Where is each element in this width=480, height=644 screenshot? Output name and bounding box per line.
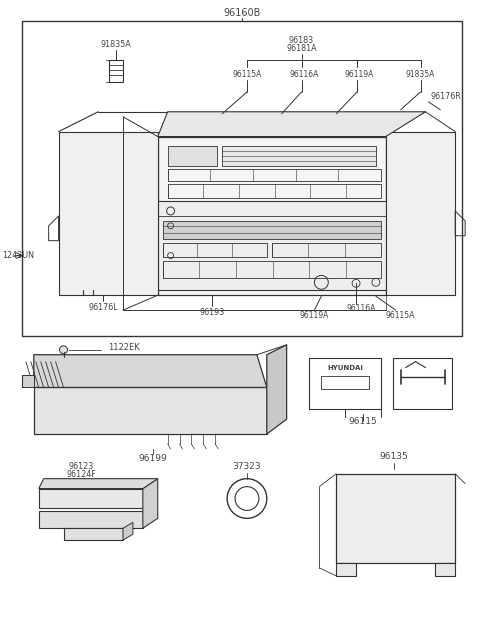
Text: 96123: 96123 [69,462,94,471]
Text: 96119A: 96119A [344,70,374,79]
Text: 91835A: 91835A [101,40,132,49]
Bar [359,491,431,546]
Text: 96181A: 96181A [286,44,317,53]
Polygon shape [39,478,158,489]
Bar [168,184,381,198]
Text: 96183: 96183 [289,36,314,45]
Bar [168,146,217,166]
Text: 96199: 96199 [138,455,167,463]
Text: 96115A: 96115A [386,310,415,319]
Bar [61,513,79,521]
Text: 96115: 96115 [348,417,377,426]
Polygon shape [39,511,143,528]
Text: 91835A: 91835A [406,70,435,79]
Bar [393,357,452,410]
Circle shape [60,346,68,354]
Text: 96116A: 96116A [346,303,376,312]
Bar [124,491,142,498]
Polygon shape [336,563,356,576]
Polygon shape [59,131,158,295]
Polygon shape [123,522,133,540]
Polygon shape [267,345,287,434]
Bar [103,513,121,521]
Bar [163,261,381,278]
Text: 96115A: 96115A [232,70,262,79]
Bar [310,357,381,410]
Polygon shape [34,355,267,388]
Bar [83,491,100,498]
Bar [103,491,121,498]
Text: 96193: 96193 [200,308,225,317]
Bar [222,146,376,166]
Bar [41,491,59,498]
Bar [22,21,462,336]
Text: 96116A: 96116A [290,70,319,79]
Text: 96176R: 96176R [431,92,461,101]
Polygon shape [63,528,123,540]
Bar [321,375,369,390]
Text: 96119A: 96119A [300,310,329,319]
Polygon shape [34,388,267,434]
Bar [41,513,59,521]
Polygon shape [39,489,143,508]
Bar [168,169,381,181]
Bar [109,60,123,82]
Bar [72,144,141,193]
Polygon shape [22,375,34,388]
Text: HYUNDAI: HYUNDAI [327,365,363,370]
Polygon shape [435,563,455,576]
Text: 1122EK: 1122EK [108,343,140,352]
Bar [163,243,267,256]
Bar [158,137,386,295]
Bar [272,243,381,256]
Bar [124,513,142,521]
Text: 37323: 37323 [233,462,261,471]
Text: 96160B: 96160B [223,8,261,17]
Text: 96124F: 96124F [67,470,96,479]
Text: 96135: 96135 [379,452,408,461]
Bar [158,201,386,290]
Text: 1243UN: 1243UN [2,251,34,260]
Polygon shape [143,478,158,528]
Text: 96176L: 96176L [88,303,118,312]
Polygon shape [386,131,455,295]
Bar [163,221,381,239]
Bar [83,513,100,521]
Bar [61,491,79,498]
Polygon shape [336,474,455,563]
Polygon shape [158,112,425,137]
